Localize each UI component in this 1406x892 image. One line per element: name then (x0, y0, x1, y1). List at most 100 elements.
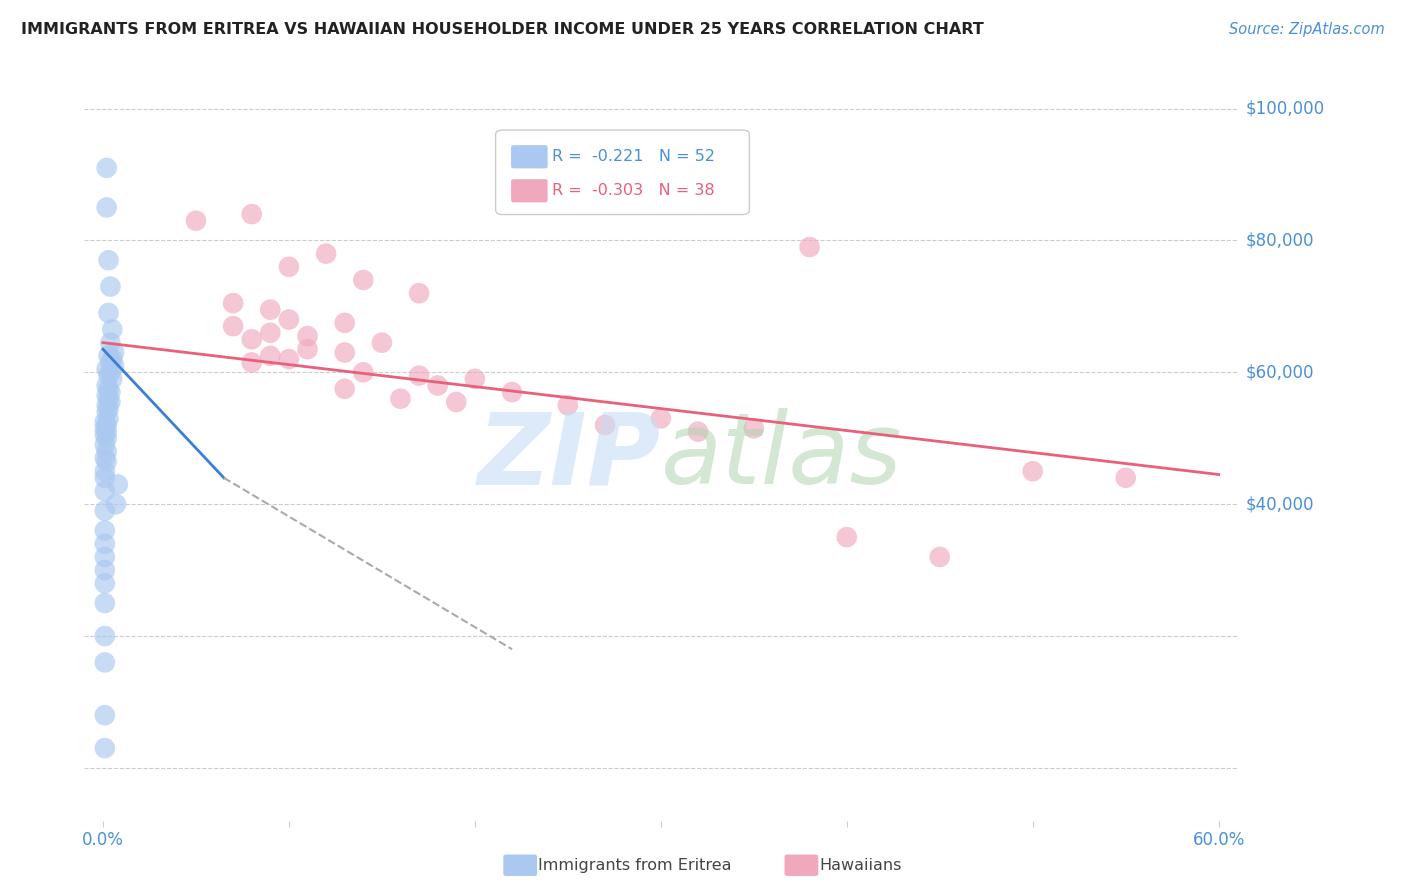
Point (100, 335, 122, 350)
Point (464, 372, 486, 386)
Point (650, 411, 672, 425)
Point (799, 240, 821, 254)
Point (94, 450, 117, 465)
Point (352, 273, 374, 287)
Point (94, 537, 117, 551)
Point (259, 302, 281, 317)
Text: $100,000: $100,000 (1246, 100, 1324, 118)
Point (94, 629, 117, 643)
Point (97, 382, 120, 396)
Point (100, 355, 122, 369)
Point (240, 332, 263, 346)
Point (222, 296, 245, 310)
Point (100, 365, 122, 379)
Point (277, 312, 299, 326)
Point (94, 708, 117, 723)
Text: Hawaiians: Hawaiians (820, 858, 903, 872)
Point (557, 398, 579, 412)
Point (426, 378, 449, 392)
Point (94, 415, 117, 429)
Point (277, 352, 299, 367)
Point (315, 246, 337, 260)
Point (94, 421, 117, 435)
Point (94, 438, 117, 452)
Point (333, 316, 356, 330)
Point (94, 464, 117, 478)
Text: $60,000: $60,000 (1246, 363, 1315, 381)
Point (240, 207, 263, 221)
Point (94, 563, 117, 577)
Point (94, 428, 117, 442)
Point (297, 343, 319, 357)
Point (96, 201, 118, 215)
Point (101, 352, 124, 367)
Point (103, 345, 125, 359)
Text: Source: ZipAtlas.com: Source: ZipAtlas.com (1229, 22, 1385, 37)
Point (593, 418, 616, 433)
Point (96, 362, 118, 376)
Point (100, 385, 122, 400)
Point (408, 368, 430, 383)
Point (96, 418, 118, 433)
Point (96, 405, 118, 419)
Text: Immigrants from Eritrea: Immigrants from Eritrea (538, 858, 733, 872)
Point (371, 335, 394, 350)
Point (333, 345, 356, 359)
Point (501, 385, 523, 400)
Point (389, 392, 412, 406)
Point (94, 596, 117, 610)
Point (259, 349, 281, 363)
Text: $80,000: $80,000 (1246, 231, 1315, 250)
Point (100, 279, 122, 293)
Point (94, 741, 117, 756)
Point (96, 398, 118, 412)
Point (97, 253, 120, 268)
Point (742, 421, 765, 435)
Point (259, 326, 281, 340)
Point (686, 425, 709, 439)
Point (96, 454, 118, 468)
Point (96, 388, 118, 402)
Point (1115, 471, 1137, 485)
Point (97, 392, 120, 406)
Text: ZIP: ZIP (478, 409, 661, 505)
Point (100, 395, 122, 409)
Point (107, 477, 129, 491)
Point (1022, 464, 1045, 478)
Point (446, 395, 468, 409)
Point (96, 161, 118, 175)
Point (94, 576, 117, 591)
Point (94, 483, 117, 498)
Point (94, 524, 117, 538)
Point (222, 319, 245, 334)
Text: R =  -0.303   N = 38: R = -0.303 N = 38 (551, 183, 714, 198)
Point (184, 213, 207, 227)
Point (97, 306, 120, 320)
Point (240, 355, 263, 369)
Text: $40,000: $40,000 (1246, 495, 1315, 513)
Point (103, 359, 125, 373)
Point (94, 549, 117, 564)
Text: atlas: atlas (661, 409, 903, 505)
Point (101, 322, 124, 336)
Point (835, 530, 858, 544)
Point (352, 365, 374, 379)
Point (333, 382, 356, 396)
Text: IMMIGRANTS FROM ERITREA VS HAWAIIAN HOUSEHOLDER INCOME UNDER 25 YEARS CORRELATIO: IMMIGRANTS FROM ERITREA VS HAWAIIAN HOUS… (21, 22, 984, 37)
Point (96, 444, 118, 458)
Text: R =  -0.221   N = 52: R = -0.221 N = 52 (551, 149, 714, 164)
Point (96, 378, 118, 392)
Point (928, 549, 950, 564)
Point (97, 401, 120, 416)
Point (104, 497, 127, 511)
Point (97, 411, 120, 425)
Point (94, 471, 117, 485)
Point (277, 260, 299, 274)
Point (101, 372, 124, 386)
Point (94, 504, 117, 518)
Point (96, 431, 118, 445)
Point (97, 368, 120, 383)
Point (96, 425, 118, 439)
Point (94, 656, 117, 670)
Point (408, 286, 430, 301)
